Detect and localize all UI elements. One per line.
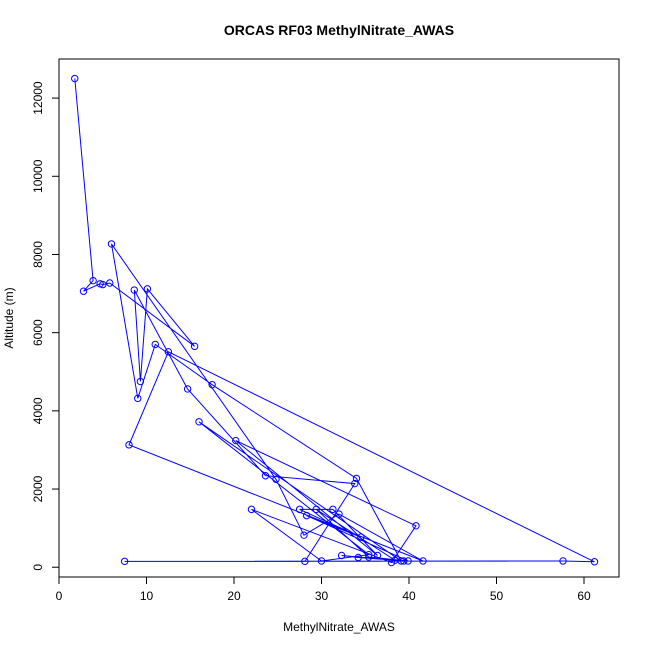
data-point — [143, 285, 152, 293]
data-point — [164, 348, 173, 356]
data-point — [317, 557, 326, 565]
data-point — [125, 441, 133, 449]
series-layer — [71, 74, 599, 567]
y-tick-label: 12000 — [31, 81, 45, 115]
data-point — [373, 551, 382, 560]
x-tick-label: 50 — [490, 589, 504, 603]
data-point — [107, 240, 116, 248]
data-point — [106, 279, 114, 287]
x-tick-label: 60 — [577, 589, 591, 603]
data-point — [130, 286, 138, 294]
data-point — [559, 557, 567, 565]
data-point — [295, 505, 304, 514]
data-point — [99, 280, 107, 289]
data-point — [134, 394, 142, 403]
y-tick-label: 2000 — [31, 475, 45, 502]
data-point — [312, 505, 320, 514]
data-point — [590, 558, 599, 566]
data-point — [136, 377, 145, 386]
y-tick-label: 8000 — [31, 241, 45, 268]
data-point — [357, 533, 365, 541]
series-line — [74, 78, 595, 564]
x-axis: 0 10 20 30 40 50 60 — [56, 576, 591, 603]
data-point — [71, 74, 79, 83]
plot-frame — [58, 58, 620, 578]
data-point — [400, 557, 408, 565]
data-point — [208, 380, 216, 389]
data-point — [412, 522, 420, 530]
data-point — [272, 475, 280, 483]
x-tick-label: 20 — [227, 589, 241, 603]
chart-title: ORCAS RF03 MethylNitrate_AWAS — [224, 22, 454, 38]
y-axis: 0 2000 4000 6000 8000 10000 12000 — [31, 81, 60, 571]
data-point — [120, 557, 129, 566]
data-point — [190, 342, 199, 351]
data-point — [261, 472, 270, 480]
y-tick-label: 6000 — [31, 319, 45, 346]
data-point — [301, 557, 309, 566]
data-point — [151, 340, 159, 349]
data-point — [247, 505, 256, 514]
data-point — [89, 276, 97, 285]
data-point — [404, 557, 412, 565]
y-tick-label: 0 — [31, 564, 45, 571]
data-point — [195, 418, 203, 426]
data-point — [365, 553, 373, 561]
x-tick-label: 0 — [56, 589, 63, 603]
data-point — [365, 551, 373, 559]
y-tick-label: 4000 — [31, 397, 45, 424]
data-point — [337, 551, 346, 560]
data-point — [351, 479, 359, 488]
data-point — [300, 531, 308, 539]
x-tick-label: 10 — [140, 589, 154, 603]
data-point — [335, 510, 343, 518]
x-tick-label: 30 — [315, 589, 329, 603]
x-axis-label: MethylNitrate_AWAS — [283, 620, 395, 634]
data-point — [391, 556, 399, 564]
data-point — [183, 385, 192, 393]
x-tick-label: 40 — [402, 589, 416, 603]
y-axis-label: Altitude (m) — [2, 287, 16, 348]
data-point — [232, 436, 240, 445]
data-point — [79, 287, 88, 295]
data-point — [302, 511, 311, 520]
data-point — [419, 557, 427, 565]
data-point — [354, 553, 362, 562]
data-point — [352, 474, 361, 483]
data-point — [329, 505, 337, 514]
y-tick-label: 10000 — [31, 159, 45, 193]
